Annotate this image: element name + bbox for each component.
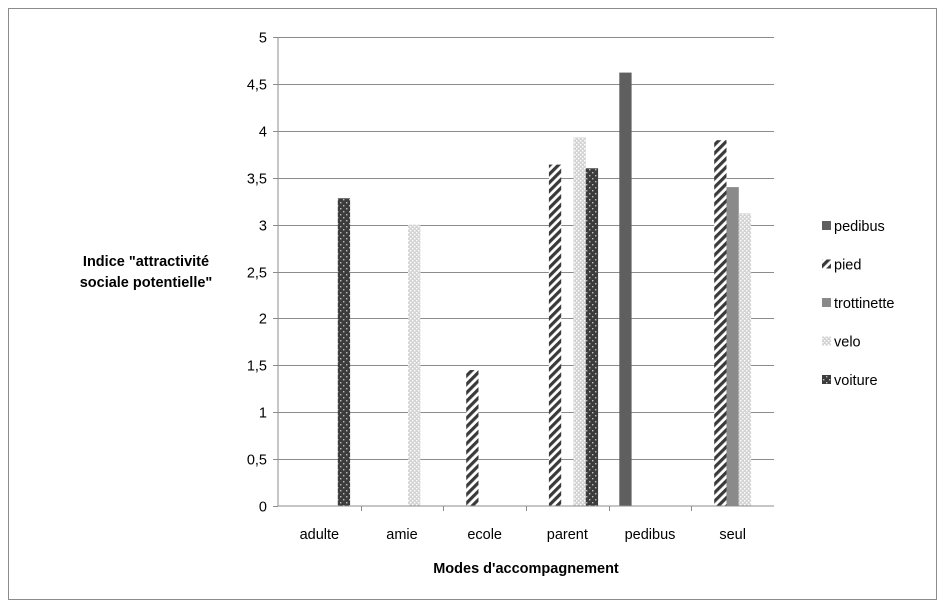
x-axis-title: Modes d'accompagnement — [433, 561, 619, 577]
y-tick-label: 5 — [259, 31, 267, 47]
bar-trottinette-seul — [726, 187, 739, 506]
y-tick-label: 1,5 — [247, 359, 267, 375]
bar-pied-seul — [714, 140, 727, 506]
bar-velo-amie — [408, 224, 421, 506]
bars — [337, 72, 752, 507]
y-tick-label: 3 — [259, 219, 267, 235]
x-tick-label: ecole — [467, 527, 502, 543]
x-tick-label: amie — [386, 527, 417, 543]
bar-voiture-adulte — [337, 198, 351, 507]
x-tick-label: parent — [547, 527, 588, 543]
chart-frame — [8, 8, 937, 600]
x-tick-label: pedibus — [625, 527, 676, 543]
y-tick-label: 4,5 — [247, 78, 267, 94]
y-tick-labels: 0 0,5 1 1,5 2 2,5 3 3,5 4 4,5 5 — [247, 31, 267, 516]
y-tick-label: 1 — [259, 406, 267, 422]
legend: pedibus pied trottinette velo voiture — [822, 219, 894, 389]
legend-label-trottinette: trottinette — [834, 296, 894, 312]
y-axis-title-line-2: sociale potentielle" — [80, 275, 213, 291]
legend-swatch-pied — [822, 259, 831, 269]
y-tick-label: 2,5 — [247, 266, 267, 282]
y-axis-title-line-1: Indice "attractivité — [83, 254, 209, 270]
legend-swatch-voiture — [822, 375, 831, 384]
bar-voiture-parent — [585, 168, 599, 507]
y-tick-label: 3,5 — [247, 172, 267, 188]
legend-swatch-pedibus — [822, 221, 831, 230]
y-tick-label: 2 — [259, 312, 267, 328]
x-tick-label: adulte — [300, 527, 340, 543]
x-tick-labels: adulte amie ecole parent pedibus seul — [300, 506, 746, 543]
legend-swatch-velo — [822, 336, 831, 346]
x-tick-label: seul — [719, 527, 746, 543]
bar-velo-seul — [738, 213, 752, 507]
y-tick-label: 4 — [259, 125, 267, 141]
legend-label-velo: velo — [834, 335, 861, 351]
y-tick-label: 0,5 — [247, 453, 267, 469]
legend-swatch-trottinette — [822, 298, 831, 307]
y-tick-label: 0 — [259, 500, 267, 516]
legend-label-pedibus: pedibus — [834, 219, 885, 235]
bar-pied-parent — [548, 164, 562, 506]
legend-label-pied: pied — [834, 258, 861, 274]
gridlines — [273, 37, 774, 507]
bar-pedibus-pedibus — [619, 72, 632, 506]
bar-velo-parent — [573, 137, 586, 506]
bar-pied-ecole — [466, 370, 479, 506]
legend-label-voiture: voiture — [834, 373, 878, 389]
